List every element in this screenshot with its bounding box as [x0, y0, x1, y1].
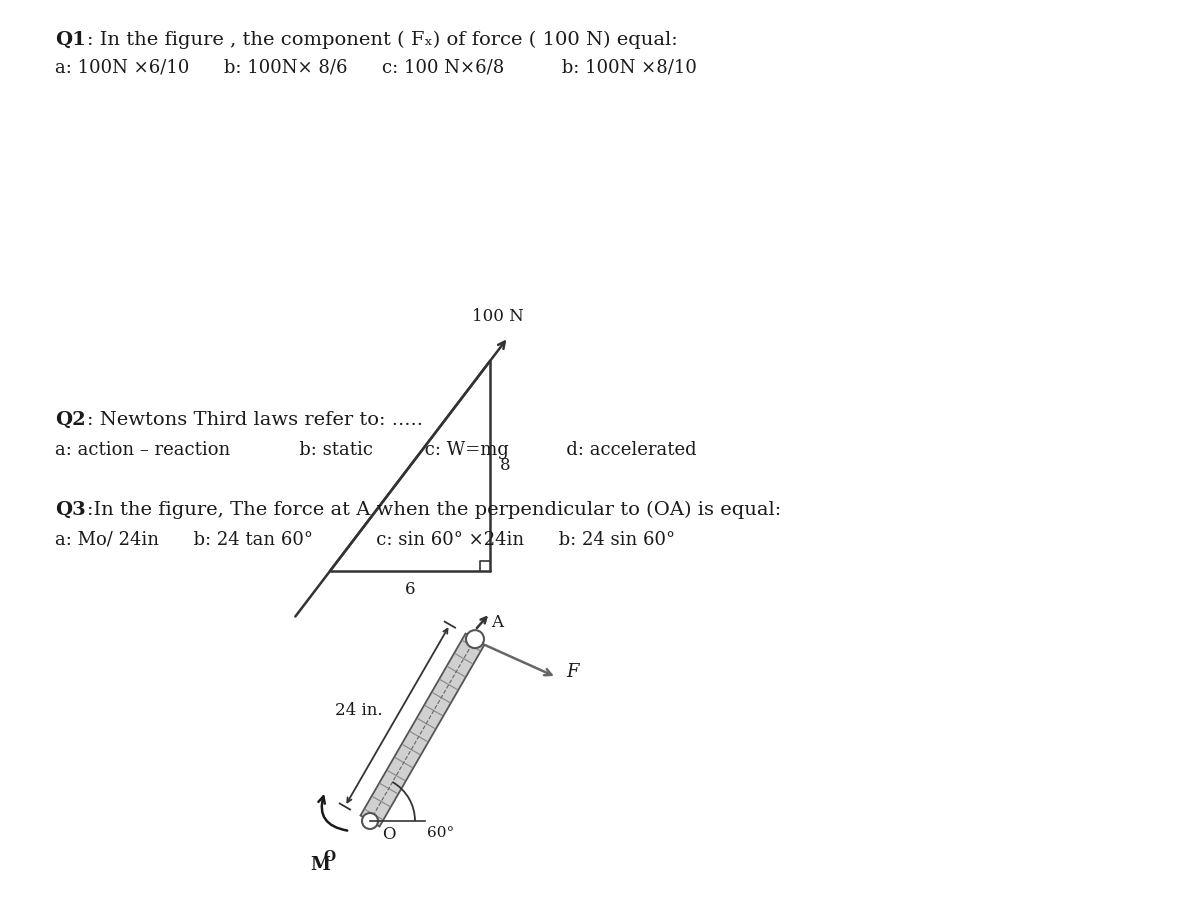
- Circle shape: [466, 630, 484, 648]
- Text: :In the figure, The force at A when the perpendicular to (OA) is equal:: :In the figure, The force at A when the …: [88, 501, 781, 519]
- Text: 6: 6: [404, 581, 415, 598]
- Text: M: M: [310, 856, 330, 874]
- Text: a: action – reaction            b: static         c: W=mg          d: accelerate: a: action – reaction b: static c: W=mg d…: [55, 441, 697, 459]
- Text: 60°: 60°: [427, 826, 455, 840]
- Text: Q2: Q2: [55, 411, 85, 429]
- Text: Q1: Q1: [55, 31, 86, 49]
- Text: A: A: [491, 614, 503, 631]
- Text: O: O: [382, 826, 396, 843]
- Text: F: F: [566, 663, 580, 682]
- Text: 100 N: 100 N: [473, 309, 524, 325]
- Text: : In the figure , the component ( Fₓ) of force ( 100 N) equal:: : In the figure , the component ( Fₓ) of…: [88, 31, 678, 49]
- Text: a: 100N ×6/10      b: 100N× 8/6      c: 100 N×6/8          b: 100N ×8/10: a: 100N ×6/10 b: 100N× 8/6 c: 100 N×6/8 …: [55, 59, 697, 77]
- Text: a: Mo/ 24in      b: 24 tan 60°           c: sin 60° ×24in      b: 24 sin 60°: a: Mo/ 24in b: 24 tan 60° c: sin 60° ×24…: [55, 531, 676, 549]
- Text: O: O: [323, 850, 335, 864]
- Text: Q3: Q3: [55, 501, 85, 519]
- Text: 24 in.: 24 in.: [335, 702, 383, 719]
- Text: : Newtons Third laws refer to: .....: : Newtons Third laws refer to: .....: [88, 411, 424, 429]
- Text: 8: 8: [500, 458, 511, 474]
- Polygon shape: [360, 634, 485, 826]
- Circle shape: [362, 813, 378, 829]
